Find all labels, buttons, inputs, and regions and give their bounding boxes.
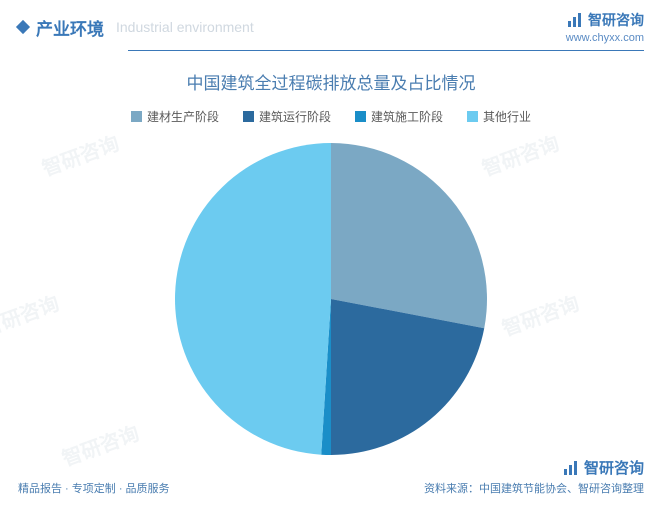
legend-swatch <box>243 111 254 122</box>
legend-label: 建材生产阶段 <box>147 108 219 125</box>
legend-label: 其他行业 <box>483 108 531 125</box>
brand-bar-icon <box>567 12 583 28</box>
pie-slice <box>331 143 487 328</box>
legend-item: 建筑运行阶段 <box>243 108 331 125</box>
pie-chart <box>171 139 491 459</box>
legend-item: 建材生产阶段 <box>131 108 219 125</box>
legend-swatch <box>467 111 478 122</box>
legend: 建材生产阶段 建筑运行阶段 建筑施工阶段 其他行业 <box>0 108 662 125</box>
legend-swatch <box>355 111 366 122</box>
brand: 智研咨询 <box>566 10 644 30</box>
legend-item: 其他行业 <box>467 108 531 125</box>
footer-brand: 智研咨询 <box>563 457 644 478</box>
footer-brand-name: 智研咨询 <box>584 457 644 478</box>
footer: 精品报告 · 专项定制 · 品质服务 资料来源：中国建筑节能协会、智研咨询整理 <box>18 480 644 496</box>
footer-right: 资料来源：中国建筑节能协会、智研咨询整理 <box>424 480 644 496</box>
section-title-cn: 产业环境 <box>36 15 104 40</box>
brand-url: www.chyxx.com <box>566 32 644 44</box>
pie-slice <box>175 143 331 455</box>
legend-item: 建筑施工阶段 <box>355 108 443 125</box>
legend-swatch <box>131 111 142 122</box>
diamond-icon <box>16 20 30 34</box>
brand-name: 智研咨询 <box>588 10 644 30</box>
header-divider <box>128 50 644 51</box>
brand-bar-icon <box>563 460 579 476</box>
legend-label: 建筑施工阶段 <box>371 108 443 125</box>
header: 产业环境 Industrial environment 智研咨询 www.chy… <box>0 0 662 50</box>
legend-label: 建筑运行阶段 <box>259 108 331 125</box>
pie-container <box>0 139 662 459</box>
chart-title: 中国建筑全过程碳排放总量及占比情况 <box>0 69 662 94</box>
header-right: 智研咨询 www.chyxx.com <box>566 10 644 44</box>
footer-left: 精品报告 · 专项定制 · 品质服务 <box>18 480 170 496</box>
section-title-en: Industrial environment <box>116 19 254 35</box>
header-left: 产业环境 Industrial environment <box>18 15 254 40</box>
